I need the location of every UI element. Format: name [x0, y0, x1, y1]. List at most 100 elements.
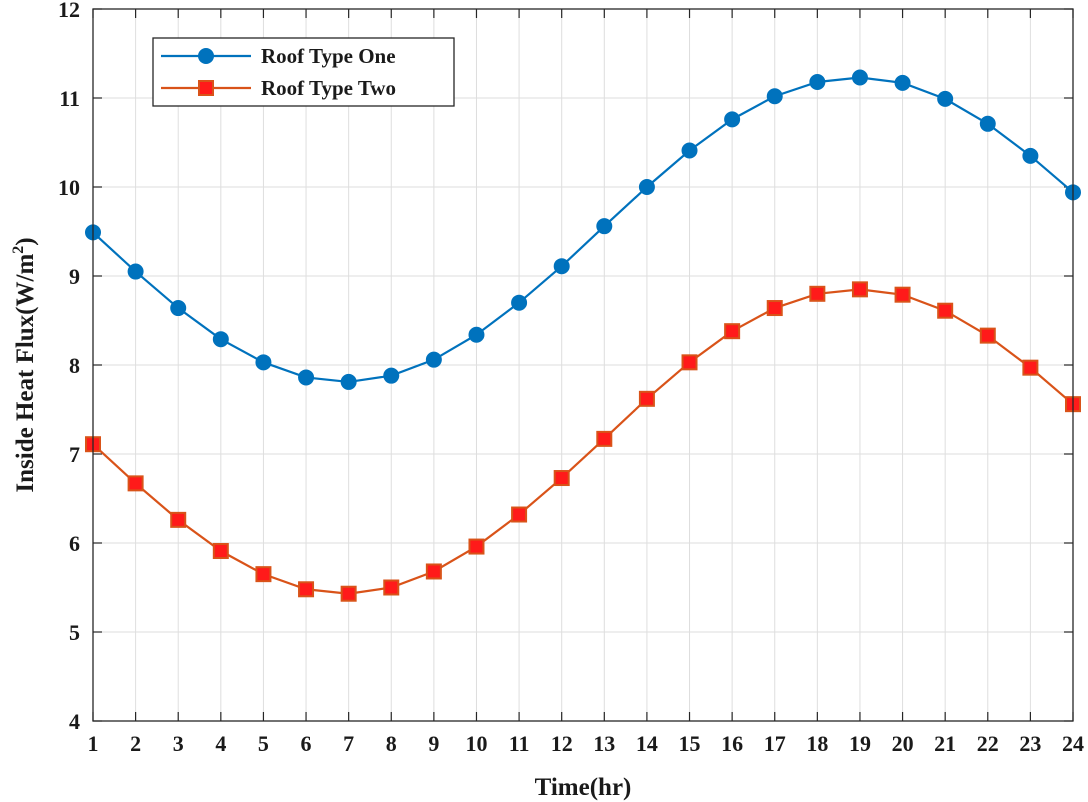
- x-tick-label: 5: [258, 731, 269, 756]
- legend-items: Roof Type One Roof Type Two: [161, 44, 396, 100]
- data-point: [383, 579, 400, 596]
- series-1: [85, 69, 1081, 390]
- x-tick-label: 7: [343, 731, 354, 756]
- x-tick-label: 17: [764, 731, 786, 756]
- data-point: [170, 300, 187, 317]
- series-line: [92, 288, 1074, 595]
- data-point: [937, 90, 954, 107]
- data-point: [1022, 359, 1039, 376]
- data-point: [255, 354, 272, 371]
- data-point: [425, 351, 442, 368]
- y-tick-label: 12: [58, 0, 80, 22]
- data-point: [851, 69, 868, 86]
- data-point: [340, 585, 357, 602]
- y-tick-label: 9: [69, 264, 80, 289]
- data-point: [340, 373, 357, 390]
- data-point: [681, 142, 698, 159]
- data-point: [212, 543, 229, 560]
- x-tick-label: 4: [215, 731, 226, 756]
- data-point: [681, 354, 698, 371]
- data-point: [255, 566, 272, 583]
- data-point: [638, 179, 655, 195]
- x-tick-label: 18: [806, 731, 828, 756]
- x-tick-label: 8: [386, 731, 397, 756]
- data-point: [553, 258, 570, 275]
- data-point: [937, 302, 954, 319]
- y-tick-label: 6: [69, 531, 80, 556]
- data-point: [511, 294, 528, 311]
- x-tick-label: 13: [593, 731, 615, 756]
- data-point: [894, 74, 911, 91]
- x-tick-label: 14: [636, 731, 658, 756]
- data-point: [724, 111, 741, 128]
- x-tick-label: 6: [301, 731, 312, 756]
- data-point: [1022, 147, 1039, 164]
- x-tick-label: 23: [1019, 731, 1041, 756]
- data-point: [809, 73, 826, 90]
- data-point: [170, 511, 187, 528]
- legend-item-2: Roof Type Two: [161, 76, 396, 100]
- series-layer: [85, 69, 1081, 602]
- legend: Roof Type One Roof Type Two: [152, 37, 455, 107]
- data-point: [851, 281, 868, 298]
- y-tick-label: 4: [69, 709, 80, 734]
- y-axis-label: Inside Heat Flux(W/m2): [10, 237, 39, 492]
- x-tick-label: 21: [934, 731, 956, 756]
- data-point: [468, 538, 485, 555]
- data-point: [894, 286, 911, 303]
- legend-marker: [198, 48, 214, 64]
- y-axis-label-main: Inside Heat Flux(W/m: [12, 254, 39, 493]
- legend-item-1: Roof Type One: [161, 44, 396, 68]
- y-tick-label: 8: [69, 353, 80, 378]
- data-point: [298, 581, 315, 598]
- data-point: [766, 88, 783, 105]
- series-line: [92, 76, 1074, 384]
- y-tick-label: 10: [58, 175, 80, 200]
- x-tick-label: 3: [173, 731, 184, 756]
- data-point: [638, 390, 655, 407]
- x-tick-label: 24: [1062, 731, 1084, 756]
- data-point: [212, 331, 229, 348]
- x-tick-labels: 1 2 3 4 5 6 7 8 9 10 11 12 13 14 15 16 17 18 19 20 21 22 23 24: [88, 731, 1085, 756]
- data-point: [553, 470, 570, 487]
- y-axis-label-close: ): [12, 237, 39, 245]
- data-point: [596, 430, 613, 447]
- x-tick-label: 16: [721, 731, 743, 756]
- x-tick-label: 12: [551, 731, 573, 756]
- x-tick-label: 19: [849, 731, 871, 756]
- x-tick-label: 9: [428, 731, 439, 756]
- data-point: [127, 475, 144, 492]
- data-point: [127, 263, 144, 280]
- legend-label: Roof Type One: [261, 44, 396, 68]
- x-tick-label: 22: [977, 731, 999, 756]
- x-tick-label: 15: [679, 731, 701, 756]
- x-axis-label: Time(hr): [535, 774, 632, 801]
- data-point: [468, 326, 485, 343]
- data-point: [724, 323, 741, 340]
- data-point: [298, 369, 315, 386]
- x-tick-label: 20: [892, 731, 914, 756]
- x-tick-label: 1: [88, 731, 99, 756]
- data-point: [383, 367, 400, 384]
- legend-marker: [198, 80, 214, 96]
- x-tick-label: 11: [509, 731, 530, 756]
- data-point: [511, 506, 528, 523]
- plot-frame: [92, 8, 1074, 722]
- y-tick-label: 5: [69, 620, 80, 645]
- data-point: [809, 285, 826, 302]
- legend-label: Roof Type Two: [261, 76, 396, 100]
- data-point: [766, 300, 783, 317]
- data-point: [425, 563, 442, 580]
- grid: [92, 8, 1074, 722]
- x-tick-label: 2: [130, 731, 141, 756]
- data-point: [596, 218, 613, 235]
- y-tick-label: 7: [69, 442, 80, 467]
- y-tick-label: 11: [59, 86, 80, 111]
- series-2: [85, 281, 1081, 602]
- data-point: [979, 327, 996, 344]
- x-tick-label: 10: [465, 731, 487, 756]
- y-axis-label-superscript: 2: [10, 246, 27, 254]
- data-point: [979, 115, 996, 132]
- y-tick-labels: 4 5 6 7 8 9 10 11 12: [58, 0, 80, 734]
